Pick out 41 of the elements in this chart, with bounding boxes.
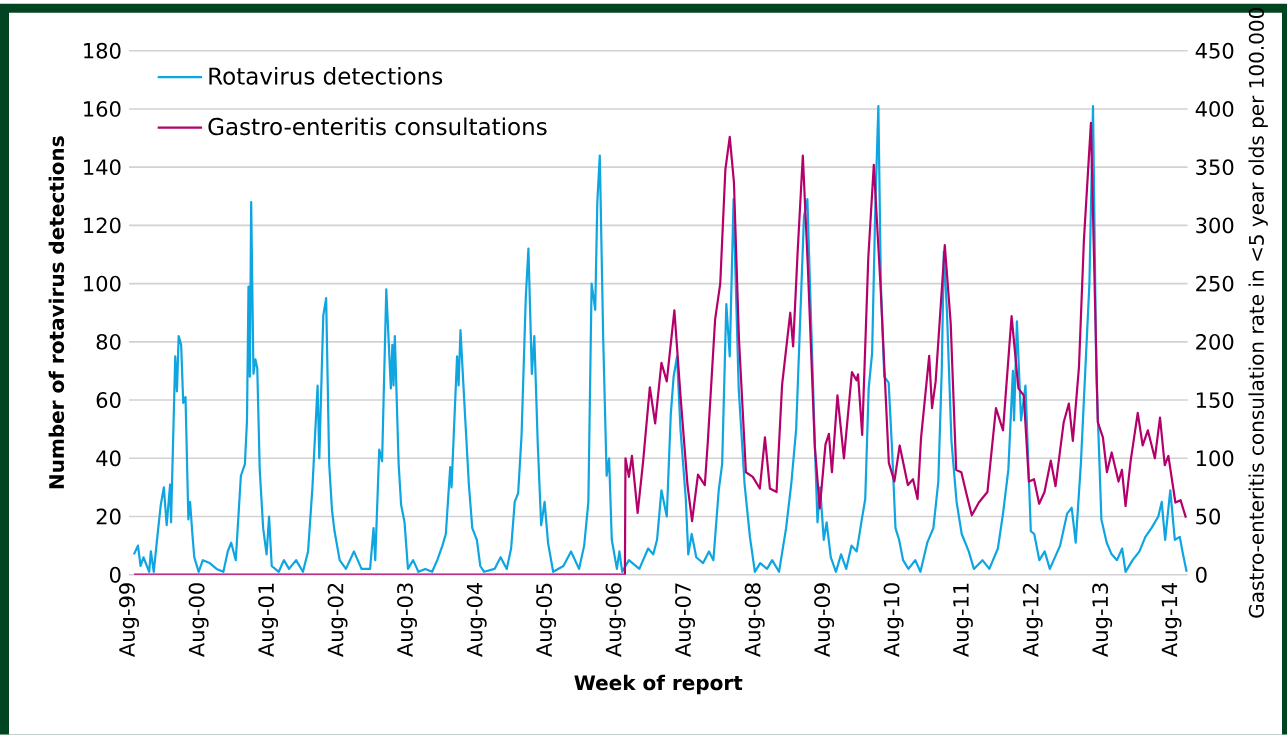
y2-axis-title: Gastro-enteritis consulation rate in <5 year olds per 100.000 xyxy=(1248,8,1268,618)
y2-tick-label: 350 xyxy=(1196,159,1234,176)
y-tick-label: 100 xyxy=(84,275,121,292)
x-tick-label: Aug-99 xyxy=(119,583,139,658)
y-tick-label: 160 xyxy=(84,101,121,118)
y-tick-label: 40 xyxy=(96,450,121,467)
y2-tick-label: 250 xyxy=(1196,275,1234,292)
x-tick-label: Aug-04 xyxy=(466,583,487,658)
x-axis-title: Week of report xyxy=(574,674,743,695)
y-tick-label: 180 xyxy=(84,42,121,59)
legend-label: Gastro-enteritis consultations xyxy=(208,117,547,136)
x-tick-label: Aug-11 xyxy=(953,583,973,658)
x-tick-label: Aug-08 xyxy=(744,583,765,658)
y2-tick-label: 100 xyxy=(1196,450,1234,467)
x-tick-label: Aug-14 xyxy=(1161,583,1182,658)
x-tick-label: Aug-09 xyxy=(814,583,835,658)
x-tick-label: Aug-02 xyxy=(327,584,348,658)
y-tick-label: 80 xyxy=(96,334,121,350)
y2-tick-label: 150 xyxy=(1196,392,1234,409)
y2-tick-label: 450 xyxy=(1195,42,1234,59)
x-tick-label: Aug-01 xyxy=(258,583,279,658)
x-tick-label: Aug-00 xyxy=(188,583,209,658)
y-tick-label: 140 xyxy=(84,159,121,176)
y2-tick-label: 200 xyxy=(1196,334,1234,350)
y-tick-label: 60 xyxy=(96,392,121,409)
y2-tick-label: 400 xyxy=(1195,101,1234,118)
y-axis-title: Number of rotavirus detections xyxy=(48,136,65,489)
y-tick-label: 120 xyxy=(84,217,121,234)
y2-tick-label: 300 xyxy=(1196,217,1234,234)
y2-tick-label: 50 xyxy=(1196,508,1220,525)
x-tick-label: Aug-12 xyxy=(1022,584,1043,658)
x-tick-label: Aug-05 xyxy=(536,583,557,658)
x-tick-label: Aug-07 xyxy=(675,583,695,658)
y-tick-label: 0 xyxy=(109,566,121,583)
y-tick-label: 20 xyxy=(96,508,121,525)
x-tick-label: Aug-13 xyxy=(1092,583,1113,658)
x-tick-label: Aug-10 xyxy=(883,583,904,658)
x-tick-label: Aug-03 xyxy=(397,583,417,658)
y2-tick-label: 0 xyxy=(1196,566,1207,583)
x-tick-label: Aug-06 xyxy=(605,583,626,658)
legend-label: Rotavirus detections xyxy=(209,67,443,85)
